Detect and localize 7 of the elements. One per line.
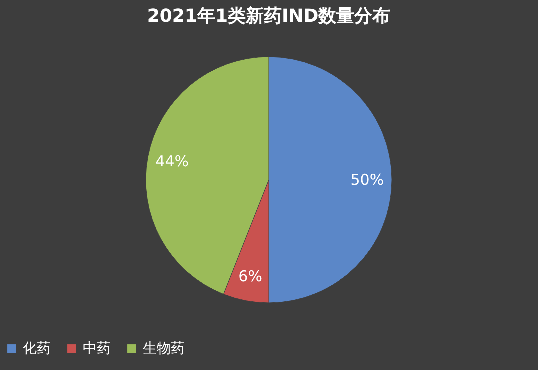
data-label: 44% (156, 152, 190, 171)
legend-label: 化药 (23, 341, 51, 357)
legend-label: 生物药 (143, 341, 185, 357)
data-label: 50% (350, 171, 384, 189)
data-label: 6% (238, 268, 262, 286)
legend-label: 中药 (83, 341, 111, 357)
chart-title: 2021年1类新药IND数量分布 (147, 6, 391, 27)
